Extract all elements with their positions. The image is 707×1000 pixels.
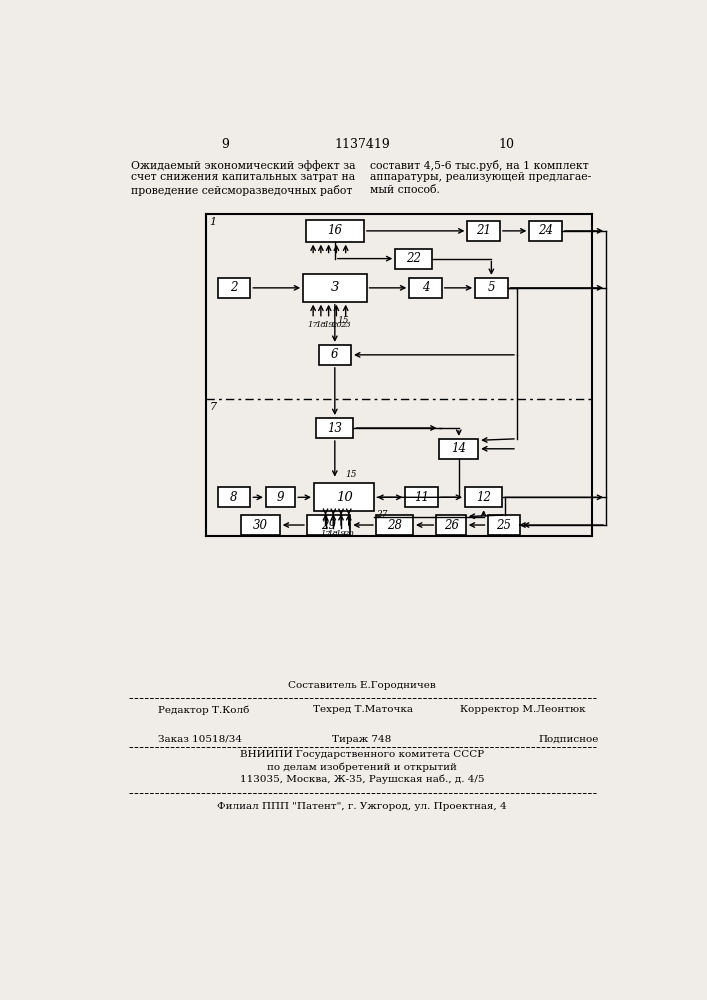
Text: 20: 20 (344, 530, 354, 538)
Text: Тираж 748: Тираж 748 (332, 735, 392, 744)
Bar (409, 278, 442, 298)
Bar (305, 220, 364, 242)
Text: 26: 26 (443, 519, 459, 532)
Text: 20: 20 (331, 321, 341, 329)
Text: Ожидаемый экономический эффект за: Ожидаемый экономический эффект за (131, 160, 356, 171)
Bar (405, 487, 438, 507)
Bar (218, 278, 250, 298)
Text: 1: 1 (209, 217, 216, 227)
Bar (530, 221, 562, 241)
Text: по делам изобретений и открытий: по делам изобретений и открытий (267, 762, 457, 772)
Text: 29: 29 (321, 519, 336, 532)
Text: ВНИИПИ Государственного комитета СССР: ВНИИПИ Государственного комитета СССР (240, 750, 484, 759)
Text: 11: 11 (414, 491, 429, 504)
Bar (307, 515, 351, 535)
Text: 27: 27 (376, 510, 387, 519)
Bar (475, 278, 508, 298)
Text: проведение сейсморазведочных работ: проведение сейсморазведочных работ (131, 185, 352, 196)
Text: 8: 8 (230, 491, 238, 504)
Text: 13: 13 (327, 422, 342, 434)
Text: 6: 6 (331, 348, 339, 361)
Bar (436, 515, 466, 535)
Text: 25: 25 (496, 519, 511, 532)
Bar (241, 515, 280, 535)
Text: 10: 10 (336, 491, 353, 504)
Text: 14: 14 (451, 442, 467, 455)
Bar (467, 221, 500, 241)
Text: 7: 7 (209, 402, 216, 412)
Text: 9: 9 (277, 491, 284, 504)
Text: 18: 18 (328, 530, 339, 538)
Text: 1137419: 1137419 (334, 138, 390, 151)
Text: 19: 19 (336, 530, 346, 538)
Bar (316, 418, 354, 438)
Text: 10: 10 (499, 138, 515, 151)
Bar (319, 345, 351, 365)
Text: Подписное: Подписное (539, 735, 599, 744)
Text: 23: 23 (340, 321, 351, 329)
Bar (440, 439, 478, 459)
Bar (376, 515, 413, 535)
Text: счет снижения капитальных затрат на: счет снижения капитальных затрат на (131, 172, 355, 182)
Bar (218, 487, 250, 507)
Text: 16: 16 (327, 224, 342, 237)
Bar (303, 274, 367, 302)
Text: Заказ 10518/34: Заказ 10518/34 (158, 735, 242, 744)
Text: 18: 18 (315, 321, 326, 329)
Text: Филиал ППП "Патент", г. Ужгород, ул. Проектная, 4: Филиал ППП "Патент", г. Ужгород, ул. Про… (217, 802, 507, 811)
Text: 30: 30 (253, 519, 268, 532)
Text: составит 4,5-6 тыс.руб, на 1 комплект: составит 4,5-6 тыс.руб, на 1 комплект (370, 160, 588, 171)
Bar (488, 515, 520, 535)
Text: 5: 5 (488, 281, 495, 294)
Text: 19: 19 (323, 321, 334, 329)
Text: 4: 4 (422, 281, 429, 294)
Text: Составитель Е.Городничев: Составитель Е.Городничев (288, 681, 436, 690)
Text: Корректор М.Леонтюк: Корректор М.Леонтюк (460, 705, 585, 714)
Text: 17: 17 (308, 321, 318, 329)
Text: аппаратуры, реализующей предлагае-: аппаратуры, реализующей предлагае- (370, 172, 591, 182)
Text: 24: 24 (538, 224, 553, 237)
Bar (266, 487, 296, 507)
Bar (465, 487, 502, 507)
Text: 12: 12 (476, 491, 491, 504)
Bar (314, 483, 374, 511)
Text: 17: 17 (320, 530, 331, 538)
Text: Редактор Т.Колб: Редактор Т.Колб (158, 705, 250, 715)
Bar (395, 249, 433, 269)
Text: 113035, Москва, Ж-35, Раушская наб., д. 4/5: 113035, Москва, Ж-35, Раушская наб., д. … (240, 774, 484, 784)
Text: 15: 15 (337, 316, 349, 325)
Text: 22: 22 (407, 252, 421, 265)
Text: Техред Т.Маточка: Техред Т.Маточка (313, 705, 413, 714)
Text: мый способ.: мый способ. (370, 185, 440, 195)
Text: 2: 2 (230, 281, 238, 294)
Text: 9: 9 (221, 138, 230, 151)
Text: 28: 28 (387, 519, 402, 532)
Text: 21: 21 (476, 224, 491, 237)
Text: 15: 15 (346, 470, 357, 479)
Text: 3: 3 (331, 281, 339, 294)
